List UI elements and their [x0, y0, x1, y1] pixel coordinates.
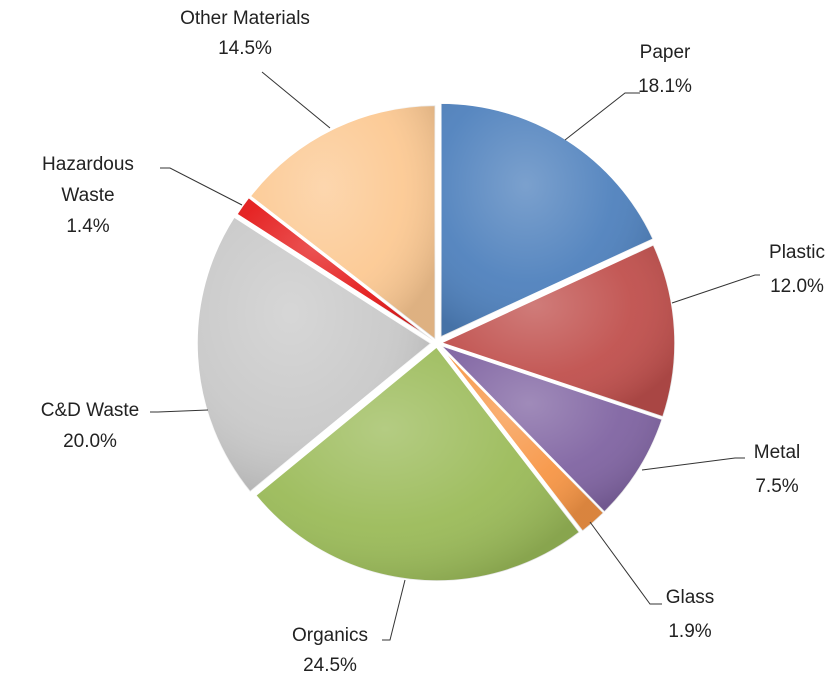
- slice-shading-other-materials: [250, 105, 436, 340]
- slice-label-plastic: Plastic: [769, 242, 825, 263]
- slice-label-paper: Paper: [640, 42, 691, 63]
- leader-line-hazardous-waste: [160, 167, 243, 206]
- slice-pct-label-organics: 24.5%: [303, 655, 357, 676]
- slice-label-hazardous-waste-line-1: Hazardous: [42, 154, 134, 175]
- slice-pct-label-hazardous-waste: 1.4%: [66, 216, 109, 237]
- slice-label-other-materials: Other Materials: [180, 8, 310, 29]
- slice-shading-glass: [439, 346, 604, 532]
- slice-label-candd-waste: C&D Waste: [41, 400, 140, 421]
- leader-line-candd-waste: [150, 409, 209, 413]
- leader-line-other-materials: [261, 71, 331, 129]
- slice-shading-candd-waste: [197, 216, 432, 492]
- slice-pct-label-candd-waste: 20.0%: [63, 431, 117, 452]
- leader-line-metal: [641, 457, 745, 471]
- slice-shading-plastic: [440, 244, 675, 417]
- slice-shading-hazardous-waste: [236, 197, 434, 341]
- leader-lines: [150, 71, 760, 641]
- slice-shading-metal: [440, 345, 663, 513]
- leader-line-paper: [564, 92, 640, 141]
- pie-slices: [196, 102, 676, 582]
- slice-label-glass: Glass: [666, 587, 715, 608]
- slice-label-organics: Organics: [292, 625, 368, 646]
- slice-pct-label-other-materials: 14.5%: [218, 38, 272, 59]
- slice-label-metal: Metal: [754, 442, 800, 463]
- leader-line-organics: [382, 579, 406, 641]
- slice-pct-label-paper: 18.1%: [638, 76, 692, 97]
- slice-labels: Paper 18.1% Plastic 12.0% Metal 7.5% Glass 1.9%…: [41, 8, 825, 676]
- slice-label-hazardous-waste-line-2: Waste: [61, 185, 114, 206]
- slice-pct-label-plastic: 12.0%: [770, 276, 824, 297]
- slice-shading-organics: [255, 346, 580, 581]
- slice-shading-paper: [440, 103, 654, 338]
- leader-line-glass: [589, 521, 662, 605]
- slice-pct-label-metal: 7.5%: [755, 476, 798, 497]
- slice-pct-label-glass: 1.9%: [668, 621, 711, 642]
- leader-line-plastic: [671, 274, 760, 304]
